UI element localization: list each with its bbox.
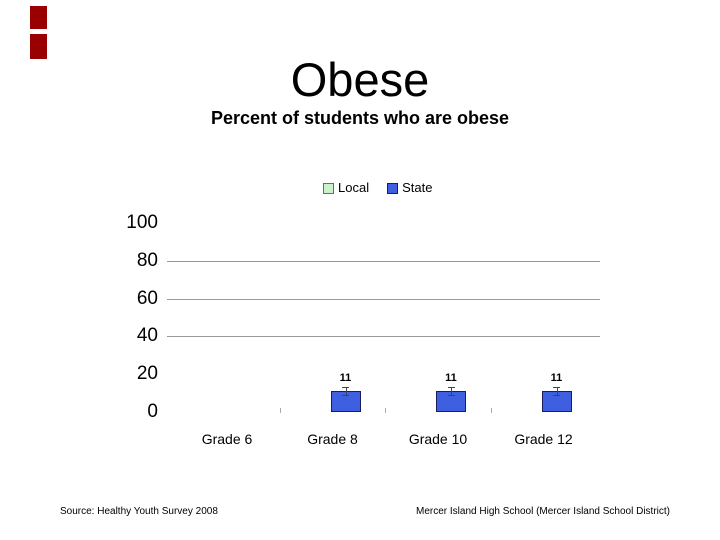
bar-value-label: 11 bbox=[445, 372, 457, 385]
x-axis-label-grade-12: Grade 12 bbox=[514, 431, 573, 447]
error-bar-cap bbox=[342, 394, 349, 396]
bar-value-label: 11 bbox=[339, 372, 352, 385]
legend-item-state: State bbox=[387, 181, 432, 195]
x-axis-tick bbox=[279, 408, 281, 413]
error-bar-cap bbox=[342, 387, 349, 389]
gridline-80 bbox=[167, 260, 600, 262]
error-bar-grade-12 bbox=[556, 387, 558, 395]
legend-label-state: State bbox=[402, 180, 433, 195]
red-accent-mark-top bbox=[30, 6, 47, 29]
y-axis-label-20: 20 bbox=[136, 363, 158, 385]
chart-legend: Local State bbox=[323, 181, 432, 195]
chart-subtitle: Percent of students who are obese bbox=[210, 108, 510, 128]
slide-title: Obese bbox=[290, 53, 430, 106]
x-axis-tick bbox=[385, 408, 387, 413]
x-axis-label-grade-8: Grade 8 bbox=[307, 431, 358, 447]
error-bar-cap bbox=[447, 387, 455, 389]
legend-item-local: Local bbox=[323, 181, 369, 195]
y-axis-label-0: 0 bbox=[147, 401, 158, 422]
y-axis-label-40: 40 bbox=[136, 325, 158, 347]
error-bar-cap bbox=[553, 387, 560, 389]
error-bar-cap bbox=[553, 394, 560, 396]
y-axis-label-80: 80 bbox=[136, 249, 158, 271]
legend-swatch-state-icon bbox=[387, 182, 399, 194]
legend-swatch-local-icon bbox=[323, 182, 334, 194]
x-axis-label-grade-6: Grade 6 bbox=[201, 431, 253, 447]
legend-label-local: Local bbox=[338, 180, 370, 195]
footer-source: Source: Healthy Youth Survey 2008 bbox=[60, 506, 218, 517]
x-axis-label-grade-10: Grade 10 bbox=[408, 431, 468, 447]
error-bar-grade-10 bbox=[451, 387, 452, 395]
red-accent-mark-bottom bbox=[30, 34, 47, 59]
gridline-60 bbox=[167, 298, 600, 300]
gridline-40 bbox=[167, 336, 600, 338]
bar-value-label: 11 bbox=[550, 372, 563, 385]
y-axis-label-100: 100 bbox=[126, 212, 158, 233]
y-axis-label-60: 60 bbox=[136, 287, 158, 309]
error-bar-grade-8 bbox=[345, 387, 347, 395]
error-bar-cap bbox=[447, 394, 455, 396]
footer-school: Mercer Island High School (Mercer Island… bbox=[416, 506, 670, 517]
x-axis-tick bbox=[490, 408, 492, 413]
